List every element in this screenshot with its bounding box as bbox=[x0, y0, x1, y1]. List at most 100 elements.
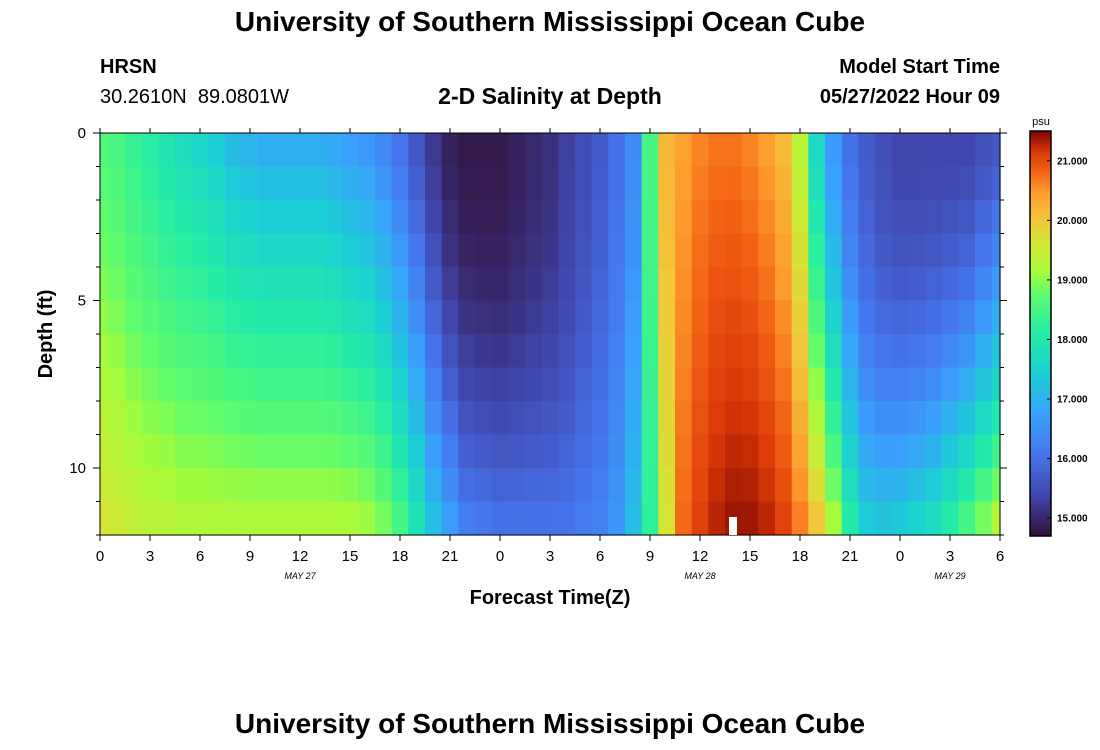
heatmap-cell bbox=[941, 468, 959, 503]
heatmap-cell bbox=[208, 200, 226, 235]
heatmap-cell bbox=[475, 401, 493, 436]
heatmap-cell bbox=[558, 401, 576, 436]
heatmap-cell bbox=[958, 166, 976, 201]
heatmap-cell bbox=[275, 133, 293, 168]
heatmap-cell bbox=[208, 468, 226, 503]
heatmap-cell bbox=[458, 468, 476, 503]
heatmap-cell bbox=[775, 501, 793, 536]
heatmap-cell bbox=[558, 200, 576, 235]
heatmap-cell bbox=[975, 401, 993, 436]
heatmap-cell bbox=[958, 200, 976, 235]
missing-data-marker bbox=[729, 517, 737, 535]
heatmap-cell bbox=[708, 434, 726, 469]
heatmap-cell bbox=[391, 233, 409, 268]
heatmap-cell bbox=[908, 434, 926, 469]
heatmap-cell bbox=[258, 367, 276, 402]
heatmap-cell bbox=[625, 200, 643, 235]
heatmap-cell bbox=[558, 468, 576, 503]
heatmap-cell bbox=[175, 133, 193, 168]
heatmap-cell bbox=[908, 468, 926, 503]
heatmap-cell bbox=[308, 133, 326, 168]
heatmap-cell bbox=[791, 233, 809, 268]
heatmap-cell bbox=[191, 233, 209, 268]
heatmap-cell bbox=[658, 300, 676, 335]
heatmap-cell bbox=[775, 434, 793, 469]
heatmap-cell bbox=[858, 501, 876, 536]
heatmap-cell bbox=[241, 133, 259, 168]
heatmap-cell bbox=[175, 468, 193, 503]
heatmap-cell bbox=[358, 133, 376, 168]
heatmap-cell bbox=[225, 468, 243, 503]
heatmap-cell bbox=[391, 267, 409, 302]
heatmap-cell bbox=[308, 401, 326, 436]
heatmap-cell bbox=[958, 133, 976, 168]
heatmap-cell bbox=[341, 367, 359, 402]
heatmap-cell bbox=[225, 300, 243, 335]
heatmap-cell bbox=[608, 334, 626, 369]
heatmap-cell bbox=[241, 233, 259, 268]
heatmap-cell bbox=[991, 401, 1001, 436]
heatmap-cell bbox=[308, 334, 326, 369]
heatmap-cell bbox=[958, 334, 976, 369]
heatmap-cell bbox=[308, 166, 326, 201]
heatmap-cell bbox=[425, 334, 443, 369]
heatmap-cell bbox=[391, 200, 409, 235]
heatmap-cell bbox=[858, 367, 876, 402]
heatmap-cell bbox=[808, 334, 826, 369]
heatmap-cell bbox=[541, 267, 559, 302]
heatmap-cell bbox=[375, 401, 393, 436]
heatmap-cell bbox=[358, 401, 376, 436]
heatmap-cell bbox=[975, 334, 993, 369]
heatmap-cell bbox=[991, 434, 1001, 469]
heatmap-cell bbox=[275, 200, 293, 235]
heatmap-cell bbox=[375, 334, 393, 369]
heatmap-cell bbox=[658, 233, 676, 268]
heatmap-cell bbox=[591, 434, 609, 469]
heatmap-cell bbox=[425, 267, 443, 302]
heatmap-cell bbox=[825, 166, 843, 201]
heatmap-cell bbox=[358, 367, 376, 402]
heatmap-cell bbox=[100, 267, 109, 302]
heatmap-cell bbox=[441, 133, 459, 168]
heatmap-cell bbox=[541, 401, 559, 436]
heatmap-cell bbox=[208, 367, 226, 402]
heatmap-cell bbox=[908, 300, 926, 335]
heatmap-cell bbox=[675, 401, 693, 436]
heatmap-cell bbox=[608, 200, 626, 235]
heatmap-cell bbox=[425, 200, 443, 235]
heatmap-cell bbox=[891, 401, 909, 436]
heatmap-cell bbox=[258, 434, 276, 469]
heatmap-cell bbox=[975, 468, 993, 503]
heatmap-cell bbox=[491, 233, 509, 268]
heatmap-cell bbox=[508, 133, 526, 168]
heatmap-cell bbox=[141, 267, 159, 302]
heatmap-cell bbox=[491, 434, 509, 469]
heatmap-cell bbox=[191, 267, 209, 302]
heatmap-cell bbox=[608, 434, 626, 469]
heatmap-cell bbox=[191, 367, 209, 402]
heatmap-cell bbox=[925, 133, 943, 168]
heatmap-cell bbox=[458, 334, 476, 369]
x-date-label: MAY 29 bbox=[934, 571, 965, 581]
x-tick-label: 3 bbox=[546, 548, 554, 565]
heatmap-cell bbox=[591, 300, 609, 335]
heatmap-cell bbox=[575, 334, 593, 369]
heatmap-cell bbox=[591, 200, 609, 235]
heatmap-cell bbox=[158, 133, 176, 168]
heatmap-cell bbox=[100, 166, 109, 201]
heatmap-cell bbox=[491, 267, 509, 302]
heatmap-cell bbox=[775, 468, 793, 503]
heatmap-cell bbox=[858, 200, 876, 235]
heatmap-cell bbox=[408, 200, 426, 235]
heatmap-cell bbox=[691, 133, 709, 168]
colorbar-tick-label: 16.000 bbox=[1057, 454, 1088, 465]
heatmap-cell bbox=[108, 300, 126, 335]
heatmap-cell bbox=[741, 401, 759, 436]
heatmap-cell bbox=[541, 334, 559, 369]
x-tick-label: 0 bbox=[96, 548, 104, 565]
colorbar: 21.000 20.000 19.000 18.000 17.000 16.000 15.0… bbox=[1029, 130, 1088, 537]
heatmap-cell bbox=[275, 434, 293, 469]
heatmap-cell bbox=[908, 334, 926, 369]
colorbar-tick-label: 17.000 bbox=[1057, 395, 1088, 406]
heatmap-cell bbox=[225, 267, 243, 302]
